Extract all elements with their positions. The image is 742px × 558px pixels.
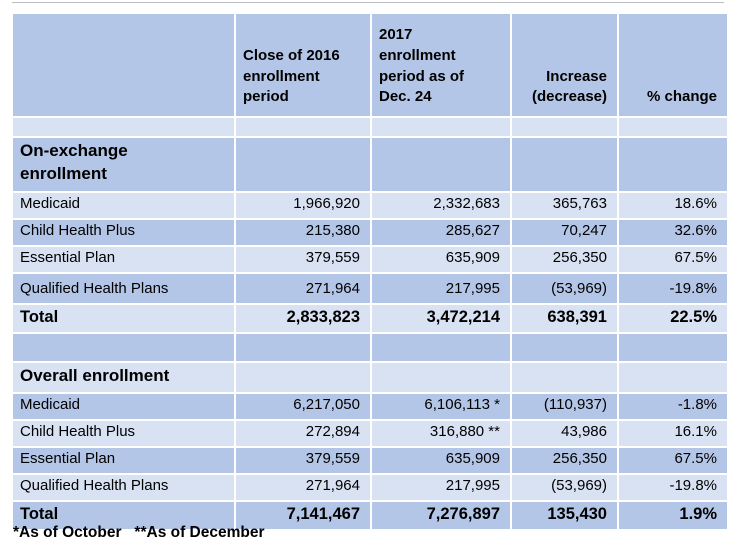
value-cell: 1,966,920 [234, 190, 372, 220]
value-cell: 316,880 ** [370, 419, 512, 449]
empty-cell [617, 331, 729, 363]
value-cell: 217,995 [370, 473, 512, 503]
table-row: Medicaid 1,966,920 2,332,683 365,763 18.… [11, 190, 729, 220]
value-cell: 32.6% [617, 217, 729, 247]
empty-cell [234, 331, 372, 363]
total-row: Total 2,833,823 3,472,214 638,391 22.5% [11, 302, 729, 334]
value-cell: 67.5% [617, 244, 729, 274]
value-cell: 135,430 [510, 500, 619, 531]
value-cell: 635,909 [370, 244, 512, 274]
column-header: Close of 2016 enrollment period [243, 46, 340, 106]
empty-cell [234, 360, 372, 395]
row-label-cell: Medicaid [11, 190, 236, 220]
value-cell: 7,276,897 [370, 500, 512, 531]
value-cell: 22.5% [617, 302, 729, 334]
value-cell: 6,217,050 [234, 392, 372, 422]
row-label-cell: Essential Plan [11, 446, 236, 476]
empty-cell [370, 331, 512, 363]
value-cell: 215,380 [234, 217, 372, 247]
column-header: 2017 enrollment period as of Dec. 24 [379, 26, 465, 106]
value-cell: 271,964 [234, 271, 372, 305]
empty-cell [510, 116, 619, 138]
value-cell: 217,995 [370, 271, 512, 305]
value-cell: 256,350 [510, 446, 619, 476]
row-label-cell: Total [11, 302, 236, 334]
empty-cell [11, 331, 236, 363]
value-cell: 18.6% [617, 190, 729, 220]
header-cell: 2017 enrollment period as of Dec. 24 [370, 12, 512, 118]
section-header-row: Overall enrollment [11, 360, 729, 395]
header-cell [11, 12, 236, 118]
total-row: Total 7,141,467 7,276,897 135,430 1.9% [11, 500, 729, 531]
empty-cell [370, 116, 512, 138]
row-label-cell: Qualified Health Plans [11, 473, 236, 503]
row-label-cell: Total [11, 500, 236, 531]
value-cell: 272,894 [234, 419, 372, 449]
empty-cell [510, 360, 619, 395]
row-label-cell: Child Health Plus [11, 419, 236, 449]
empty-cell [234, 116, 372, 138]
value-cell: 1.9% [617, 500, 729, 531]
value-cell: 2,332,683 [370, 190, 512, 220]
section-title: Overall enrollment [20, 365, 170, 385]
empty-cell [370, 360, 512, 395]
value-cell: 285,627 [370, 217, 512, 247]
value-cell: 638,391 [510, 302, 619, 334]
empty-cell [370, 136, 512, 193]
empty-cell [617, 136, 729, 193]
row-label-cell: Essential Plan [11, 244, 236, 274]
value-cell: -1.8% [617, 392, 729, 422]
top-divider-line [12, 2, 724, 3]
section-title: On-exchange enrollment [20, 141, 128, 184]
value-cell: 379,559 [234, 446, 372, 476]
value-cell: 635,909 [370, 446, 512, 476]
value-cell: 6,106,113 * [370, 392, 512, 422]
spacer-row [11, 331, 729, 363]
footnote: *As of October **As of December [13, 524, 265, 541]
table-row: Child Health Plus 215,380 285,627 70,247… [11, 217, 729, 247]
value-cell: 379,559 [234, 244, 372, 274]
column-header: % change [646, 88, 717, 106]
value-cell: 256,350 [510, 244, 619, 274]
column-header: Increase (decrease) [531, 67, 607, 106]
section-title-cell: On-exchange enrollment [11, 136, 236, 193]
value-cell: (53,969) [510, 473, 619, 503]
table-row: Medicaid 6,217,050 6,106,113 * (110,937)… [11, 392, 729, 422]
value-cell: 7,141,467 [234, 500, 372, 531]
table-row: Essential Plan 379,559 635,909 256,350 6… [11, 244, 729, 274]
row-label-cell: Medicaid [11, 392, 236, 422]
section-title-cell: Overall enrollment [11, 360, 236, 395]
value-cell: (110,937) [510, 392, 619, 422]
value-cell: 365,763 [510, 190, 619, 220]
section-header-row: On-exchange enrollment [11, 136, 729, 193]
table-row: Essential Plan 379,559 635,909 256,350 6… [11, 446, 729, 476]
empty-cell [234, 136, 372, 193]
empty-cell [617, 116, 729, 138]
spacer-row [11, 116, 729, 138]
value-cell: 16.1% [617, 419, 729, 449]
row-label-cell: Qualified Health Plans [11, 271, 236, 305]
empty-cell [617, 360, 729, 395]
empty-cell [11, 116, 236, 138]
value-cell: 43,986 [510, 419, 619, 449]
value-cell: 67.5% [617, 446, 729, 476]
value-cell: 2,833,823 [234, 302, 372, 334]
value-cell: -19.8% [617, 271, 729, 305]
value-cell: (53,969) [510, 271, 619, 305]
row-label-cell: Child Health Plus [11, 217, 236, 247]
table-row: Child Health Plus 272,894 316,880 ** 43,… [11, 419, 729, 449]
table-row: Qualified Health Plans 271,964 217,995 (… [11, 473, 729, 503]
header-cell: Increase (decrease) [510, 12, 619, 118]
header-cell: Close of 2016 enrollment period [234, 12, 372, 118]
header-cell: % change [617, 12, 729, 118]
value-cell: 271,964 [234, 473, 372, 503]
empty-cell [510, 136, 619, 193]
table-header-row: Close of 2016 enrollment period 2017 enr… [11, 12, 729, 118]
enrollment-table: Close of 2016 enrollment period 2017 enr… [11, 12, 729, 531]
table-row: Qualified Health Plans 271,964 217,995 (… [11, 271, 729, 305]
empty-cell [510, 331, 619, 363]
value-cell: 70,247 [510, 217, 619, 247]
value-cell: -19.8% [617, 473, 729, 503]
value-cell: 3,472,214 [370, 302, 512, 334]
